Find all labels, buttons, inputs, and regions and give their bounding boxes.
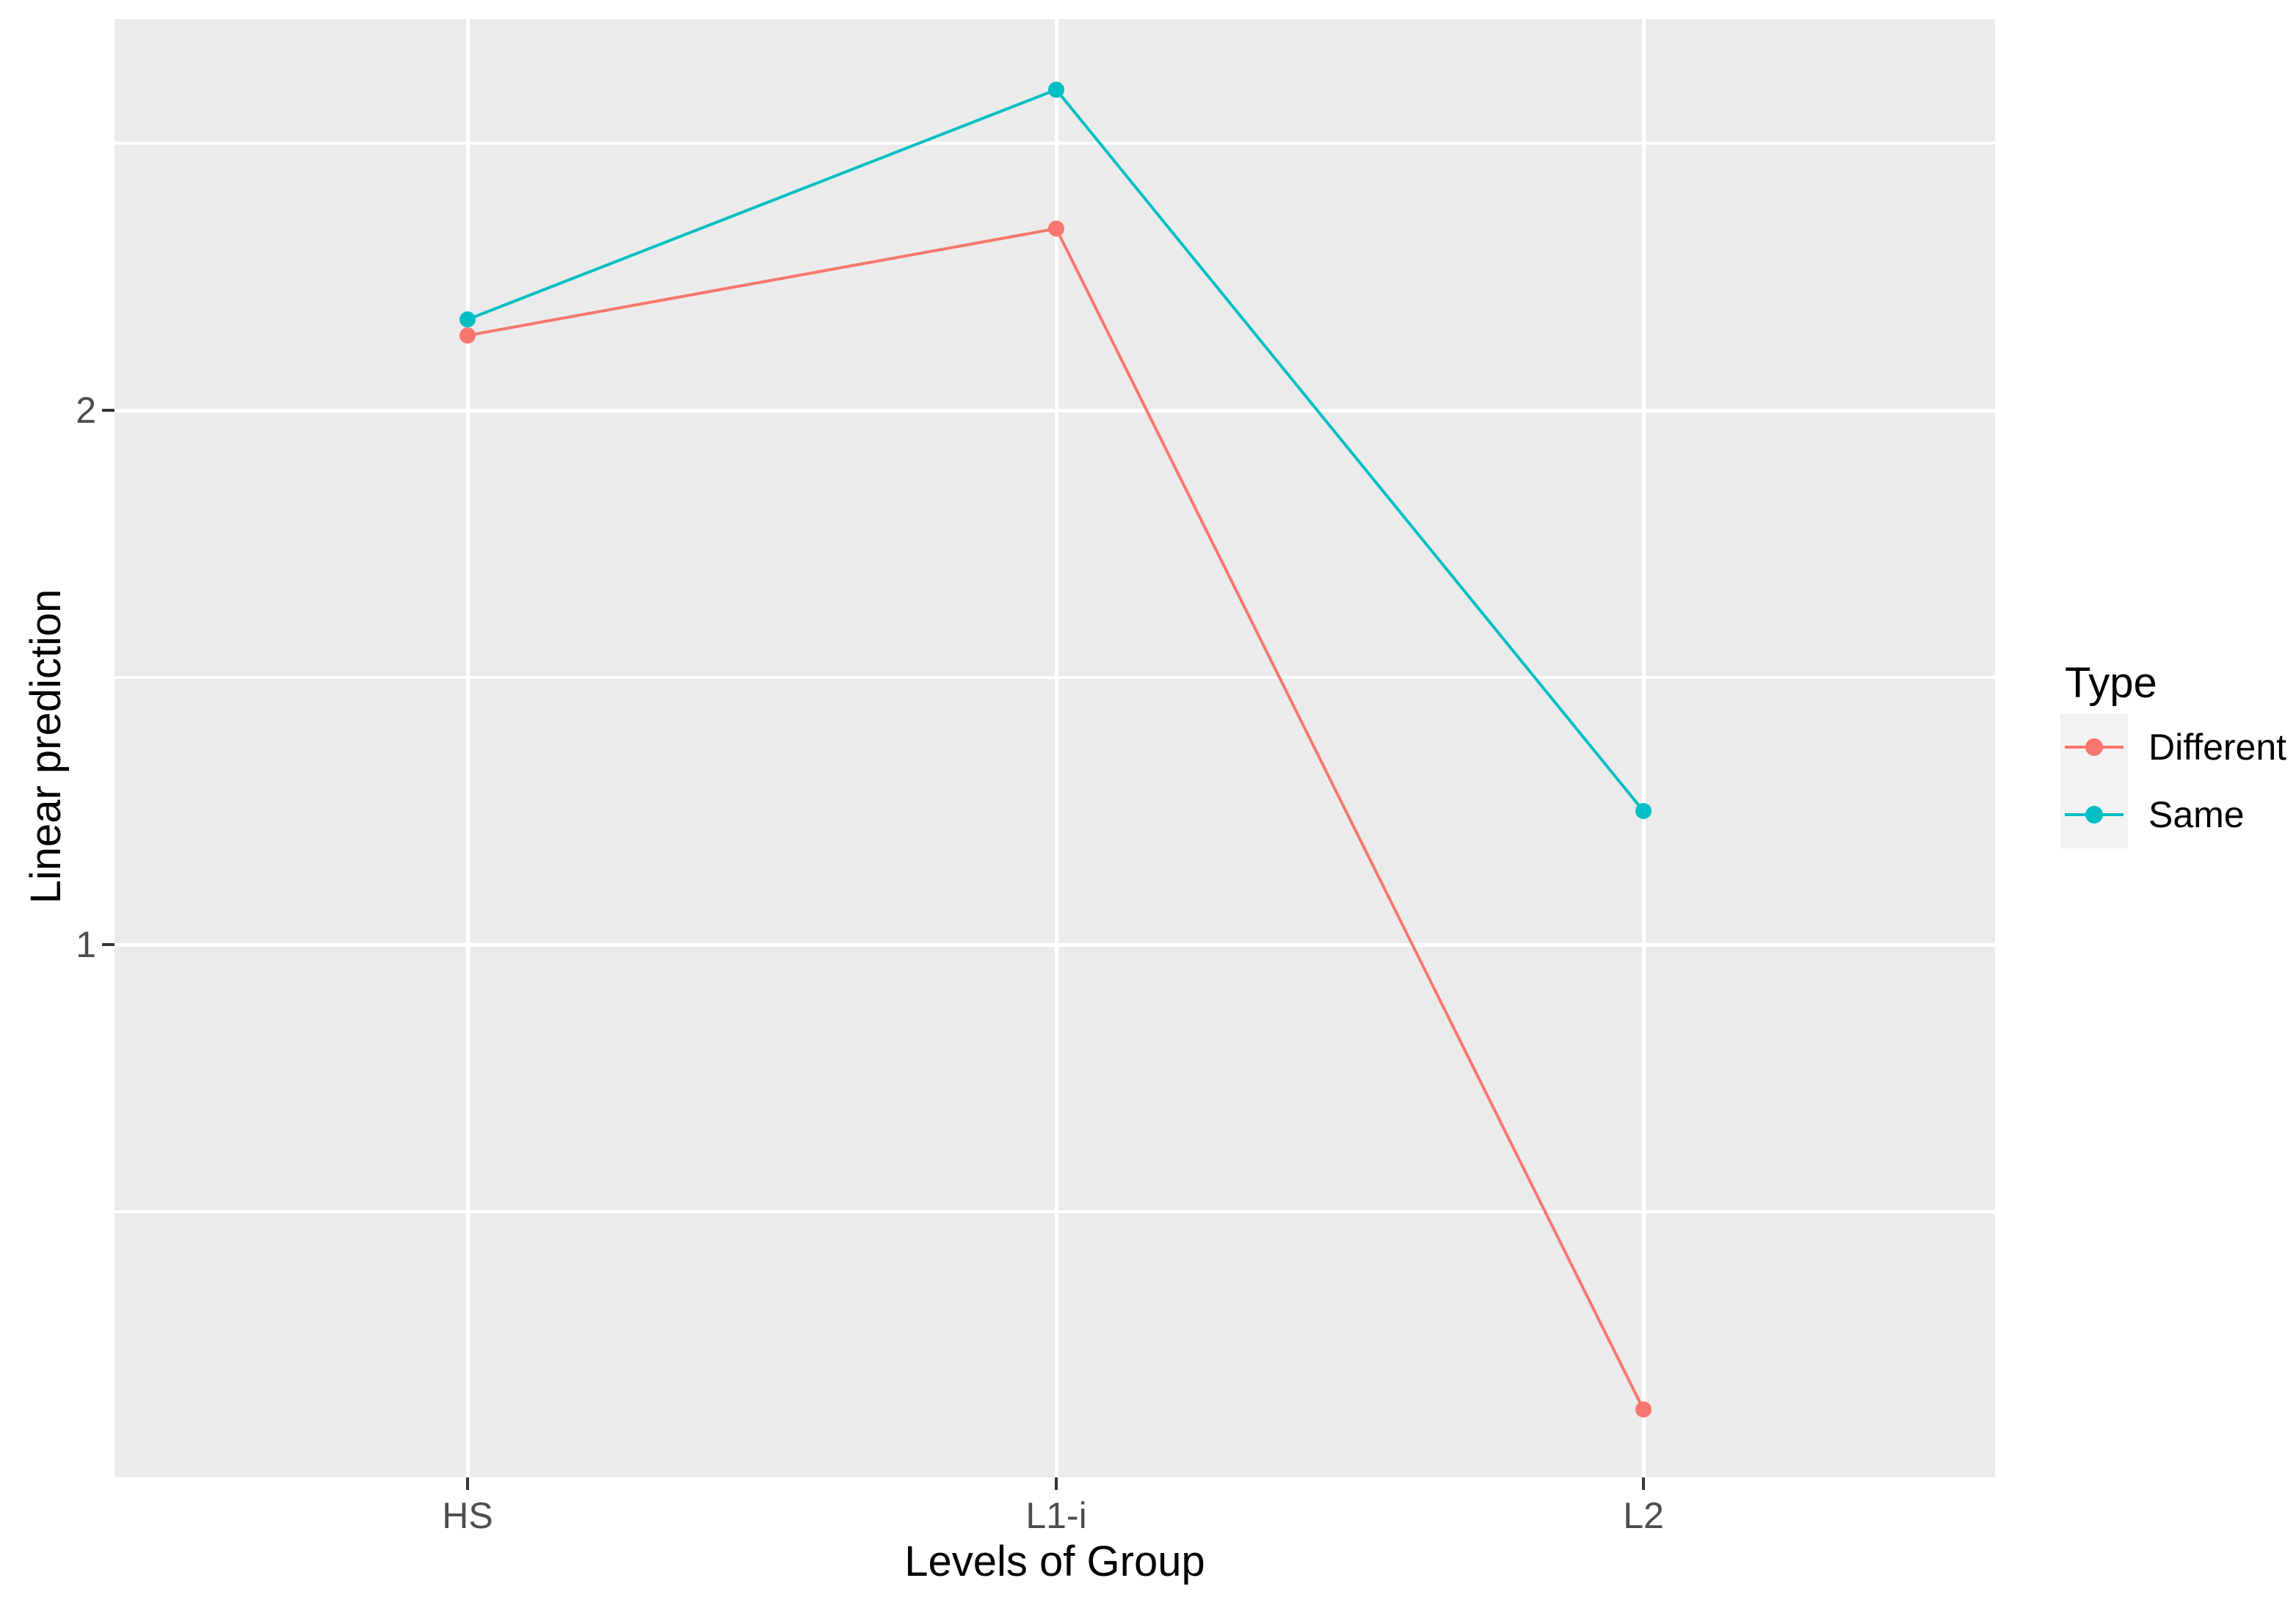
legend-key-different (2060, 713, 2128, 781)
legend-items: Different Same (2060, 713, 2286, 848)
legend-item-label: Different (2148, 727, 2287, 768)
data-point-different-HS (459, 327, 476, 344)
legend-key-symbol (2065, 806, 2124, 823)
legend-key-same (2060, 781, 2128, 848)
x-tick-mark (466, 1477, 469, 1490)
data-point-same-HS (459, 311, 476, 328)
v-gridline-major (466, 19, 470, 1477)
legend: Type Different Same (2060, 659, 2286, 848)
x-tick-label: HS (442, 1495, 493, 1536)
y-tick-mark (102, 943, 115, 946)
x-axis-title: Levels of Group (904, 1538, 1205, 1585)
legend-title: Type (2065, 659, 2157, 707)
data-point-same-L1-i (1048, 81, 1064, 98)
legend-item-label: Same (2148, 794, 2245, 835)
y-tick-label: 2 (76, 390, 96, 431)
y-axis-title: Linear prediction (22, 589, 70, 904)
series-line-same (467, 87, 1645, 812)
legend-key-symbol (2065, 738, 2124, 756)
data-point-different-L1-i (1048, 220, 1064, 237)
series-line-different (467, 227, 1645, 1411)
x-tick-label: L1-i (1025, 1495, 1087, 1536)
x-tick-mark (1055, 1477, 1058, 1490)
data-point-same-L2 (1635, 803, 1652, 819)
y-tick-mark (102, 409, 115, 412)
data-point-different-L2 (1635, 1401, 1652, 1418)
v-gridline-major (1055, 19, 1058, 1477)
y-tick-label: 1 (76, 924, 96, 965)
legend-item-different: Different (2060, 713, 2286, 781)
plot-panel (115, 19, 1995, 1477)
legend-item-same: Same (2060, 781, 2286, 848)
x-tick-label: L2 (1623, 1495, 1664, 1536)
x-tick-mark (1642, 1477, 1645, 1490)
series-layer (459, 81, 1652, 1418)
v-gridline-major (1642, 19, 1646, 1477)
